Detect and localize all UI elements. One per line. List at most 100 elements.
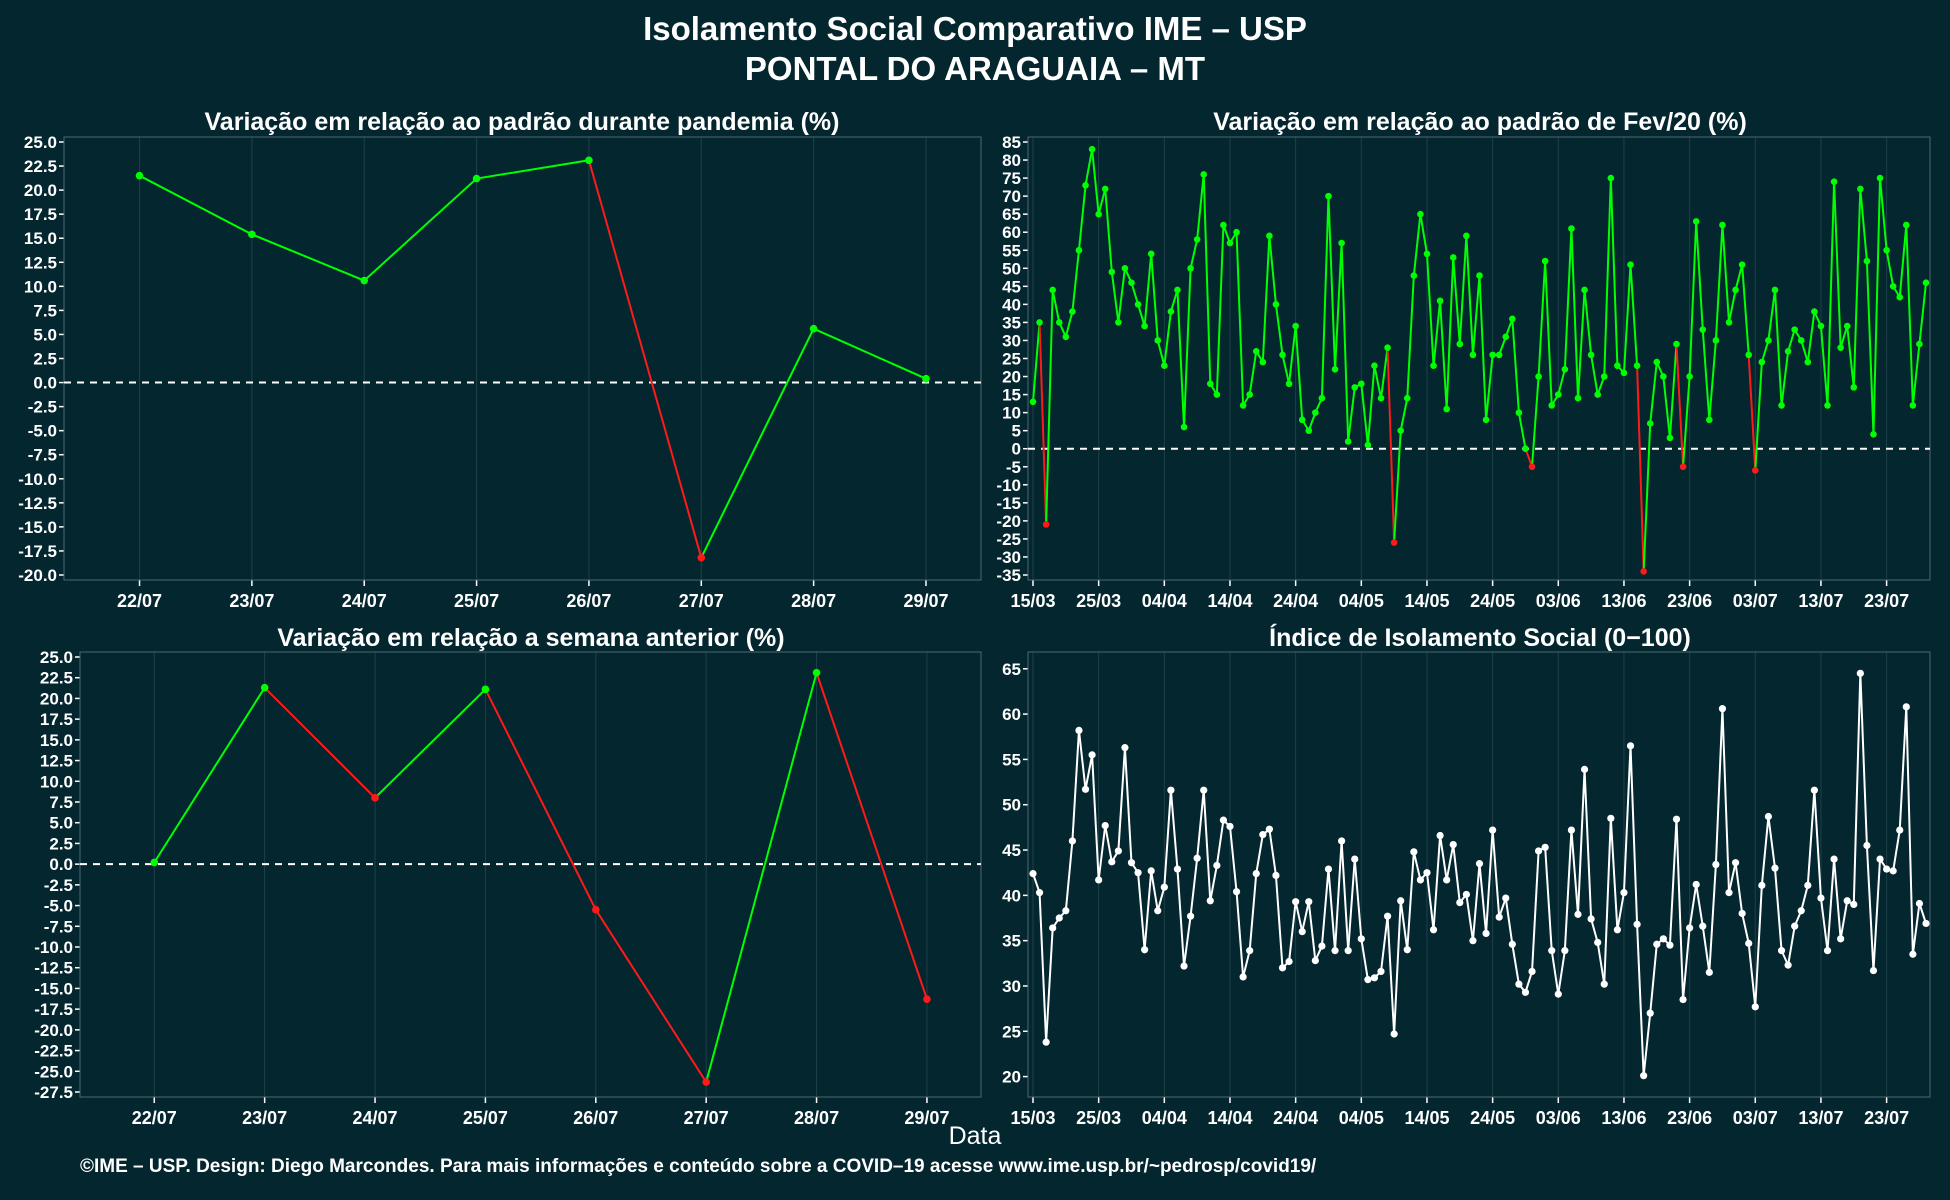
series-segment [1320,196,1330,399]
x-tick-label: 14/04 [1207,591,1252,611]
series-segment [1531,376,1540,467]
data-point [1495,351,1503,359]
series-segment [1425,253,1435,366]
data-point [1049,286,1056,294]
y-tick-label: 20.0 [24,181,57,200]
x-tick-label: 23/07 [229,591,274,611]
data-point [1626,742,1635,750]
data-point [1069,308,1076,315]
series-segment [1156,886,1166,912]
series-segment [1360,938,1369,980]
x-tick-label: 04/04 [1142,1108,1187,1128]
data-point [1292,322,1299,330]
x-tick-label: 24/07 [353,1108,398,1128]
series-segment [700,328,815,559]
x-tick-label: 14/05 [1404,591,1449,611]
x-tick-label: 24/04 [1273,1108,1318,1128]
series-segment [1196,174,1205,240]
data-point [481,685,490,694]
data-point [1161,362,1168,370]
data-point [1725,889,1733,897]
y-tick-label: -7.5 [44,917,73,936]
series-segment [1347,859,1356,951]
x-tick-label: 23/07 [1864,591,1909,611]
data-point [923,995,931,1003]
data-point [1252,869,1260,878]
y-tick-label: 80 [1002,151,1021,170]
y-tick-label: -10.0 [18,470,57,489]
series-segment [1504,897,1514,945]
data-point [1489,826,1497,834]
data-point [1095,210,1102,218]
data-point [1541,257,1549,265]
series-segment [1649,362,1658,424]
data-point [1548,947,1556,955]
data-point [1922,919,1930,928]
data-point [1764,812,1773,821]
data-point [1857,185,1864,193]
data-point [1259,831,1267,839]
series-segment [1885,250,1895,287]
data-point [1443,876,1451,884]
series-segment [1360,383,1369,446]
y-tick-label: 15.0 [40,731,73,750]
data-point [1088,751,1096,759]
data-point [1508,940,1516,948]
x-tick-label: 25/03 [1076,1108,1121,1128]
series-segment [1642,1013,1652,1076]
data-point [1325,192,1332,200]
data-point [1364,441,1372,449]
data-point [1463,232,1470,240]
data-point [1554,990,1562,998]
series-segment [1465,894,1474,941]
series-segment [1734,862,1744,914]
series-segment [1097,825,1107,881]
data-point [1495,913,1503,921]
series-segment [1137,872,1146,950]
data-point [1035,889,1044,897]
data-point [1640,568,1647,575]
data-point [1731,859,1740,867]
y-tick-label: -17.5 [34,1000,73,1019]
y-tick-label: 50 [1002,259,1021,278]
y-tick-label: -20.0 [18,566,57,585]
data-point [702,1078,710,1086]
series-segment [1642,423,1652,572]
data-point [1843,322,1851,330]
data-point [1075,726,1083,735]
series-segment [1636,924,1645,1076]
series-segment [1911,903,1921,955]
x-tick-label: 13/06 [1601,591,1646,611]
data-point [1186,912,1195,920]
series-segment [1215,224,1225,395]
x-tick-label: 23/06 [1667,591,1712,611]
data-point [1226,822,1234,831]
x-tick-label: 22/07 [132,1108,177,1128]
series-segment [1373,365,1382,399]
data-point [1653,940,1661,948]
data-point [1903,221,1910,229]
data-point [1476,272,1483,279]
series-segment [1176,289,1186,428]
data-point [1837,935,1845,943]
plot-frame [79,651,982,1098]
data-point [1220,221,1227,229]
data-point [1358,380,1365,388]
x-tick-label: 15/03 [1010,1108,1055,1128]
data-point [1614,362,1621,370]
y-tick-label: 45 [1002,277,1021,296]
series-segment [1123,747,1133,863]
series-segment [1347,387,1356,442]
main-title-line1: Isolamento Social Comparativo IME – USP [643,10,1307,47]
data-point [1876,855,1884,863]
data-point [1357,935,1365,943]
y-tick-label: 55 [1002,750,1021,769]
series-segment [1268,235,1277,305]
series-segment [1787,329,1796,352]
data-point [1055,319,1063,326]
data-point [1410,272,1418,279]
data-point [1482,416,1490,424]
data-point [1029,398,1037,406]
series-segment [153,687,266,864]
data-point [1600,980,1608,988]
